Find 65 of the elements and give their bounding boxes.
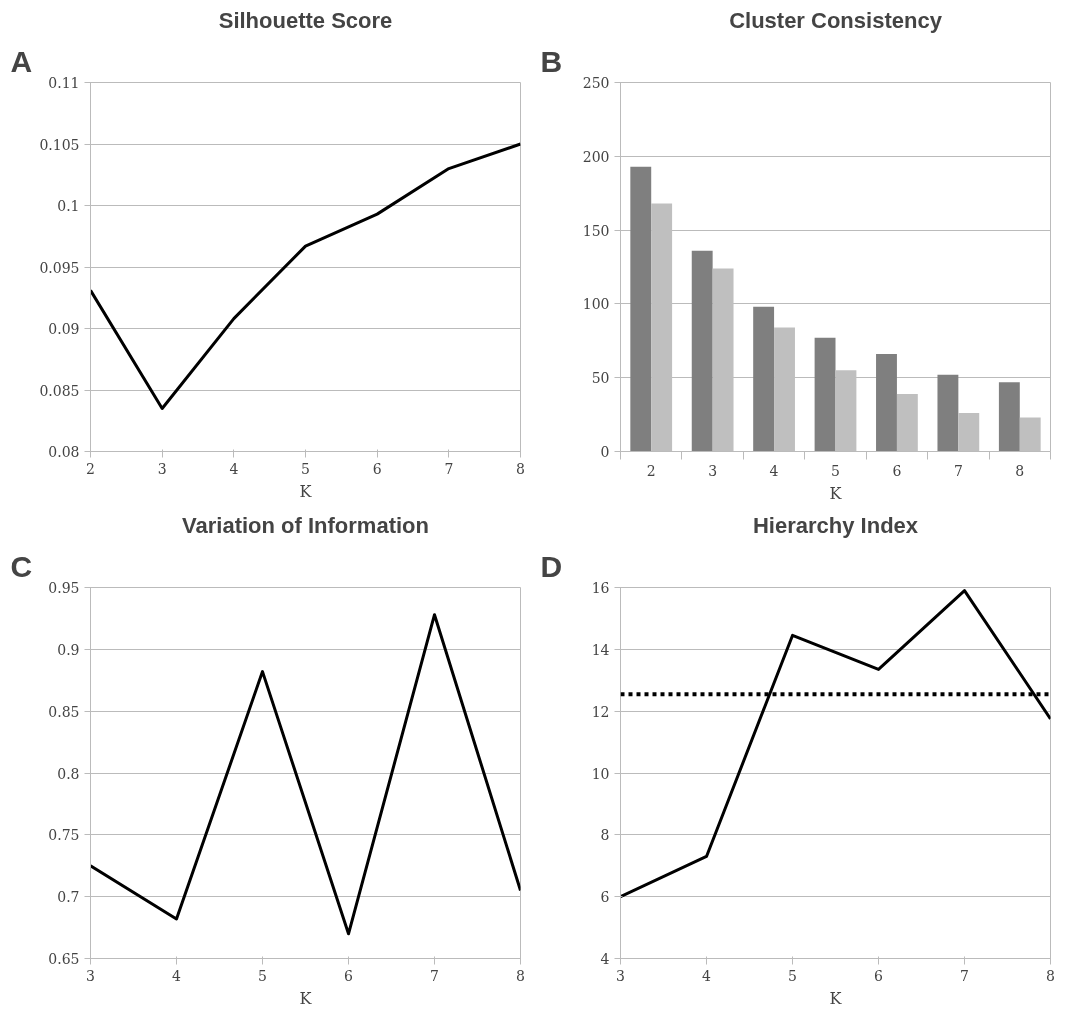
x-tick-label: 4 (172, 967, 182, 984)
y-tick-label: 10 (591, 765, 610, 782)
y-tick-label: 8 (600, 827, 610, 844)
y-tick-label: 0.8 (57, 765, 80, 782)
x-tick-label: 3 (157, 460, 167, 477)
y-tick-label: 0.95 (48, 580, 80, 596)
x-tick-label: 8 (1015, 462, 1025, 479)
x-tick-label: 6 (344, 967, 354, 984)
y-tick-label: 4 (600, 951, 610, 967)
x-tick-label: 6 (874, 967, 884, 984)
x-tick-label: 5 (788, 967, 797, 984)
x-tick-label: 8 (516, 460, 525, 477)
y-tick-label: 0.105 (39, 136, 80, 153)
x-tick-label: 5 (831, 462, 840, 479)
x-axis-title: K (829, 483, 843, 503)
x-tick-label: 4 (769, 462, 779, 479)
y-tick-label: 0.085 (39, 382, 80, 399)
y-tick-label: 250 (582, 75, 610, 91)
text: C (10, 549, 33, 583)
x-tick-label: 3 (708, 462, 718, 479)
x-axis-title: K (299, 481, 313, 501)
text: A (10, 44, 33, 78)
x-tick-label: 7 (444, 460, 454, 477)
x-axis-title: K (299, 988, 313, 1008)
x-tick-label: 8 (516, 967, 525, 984)
x-tick-label: 2 (86, 460, 95, 477)
x-tick-label: 4 (702, 967, 712, 984)
y-tick-label: 0.9 (57, 641, 80, 658)
x-tick-label: 6 (372, 460, 382, 477)
y-tick-label: 0.7 (57, 889, 80, 906)
y-tick-label: 0.85 (48, 703, 80, 720)
x-tick-label: 3 (616, 967, 625, 984)
text: B (540, 44, 563, 78)
y-tick-label: 0.11 (48, 75, 80, 91)
x-axis-title: K (829, 988, 843, 1008)
y-tick-label: 6 (600, 889, 610, 906)
x-tick-label: 2 (646, 462, 656, 479)
y-tick-label: 200 (582, 148, 610, 165)
x-tick-label: 5 (301, 460, 310, 477)
y-tick-label: 0.09 (48, 321, 80, 337)
x-tick-label: 7 (960, 967, 969, 984)
chart-title: Variation of Information (182, 512, 429, 538)
chart-title: Silhouette Score (218, 7, 393, 33)
x-tick-label: 7 (953, 462, 963, 479)
y-tick-label: 0.08 (48, 444, 80, 460)
x-tick-label: 5 (258, 967, 267, 984)
y-tick-label: 0.1 (57, 198, 80, 214)
chart-title: Hierarchy Index (752, 512, 919, 538)
x-tick-label: 6 (892, 462, 902, 479)
y-tick-label: 50 (591, 370, 610, 387)
y-tick-label: 0.65 (48, 951, 80, 967)
y-tick-label: 100 (582, 296, 610, 313)
text: D (540, 549, 563, 583)
x-tick-label: 7 (430, 967, 439, 984)
y-tick-label: 0 (600, 444, 610, 460)
y-tick-label: 0.095 (39, 259, 80, 276)
y-tick-label: 14 (591, 641, 610, 658)
y-tick-label: 16 (591, 580, 610, 596)
x-tick-label: 8 (1046, 967, 1055, 984)
x-tick-label: 3 (86, 967, 95, 984)
y-tick-label: 0.75 (48, 827, 80, 844)
chart-title: Cluster Consistency (729, 7, 943, 33)
x-tick-label: 4 (229, 460, 239, 477)
y-tick-label: 150 (582, 222, 610, 239)
y-tick-label: 12 (591, 703, 610, 720)
